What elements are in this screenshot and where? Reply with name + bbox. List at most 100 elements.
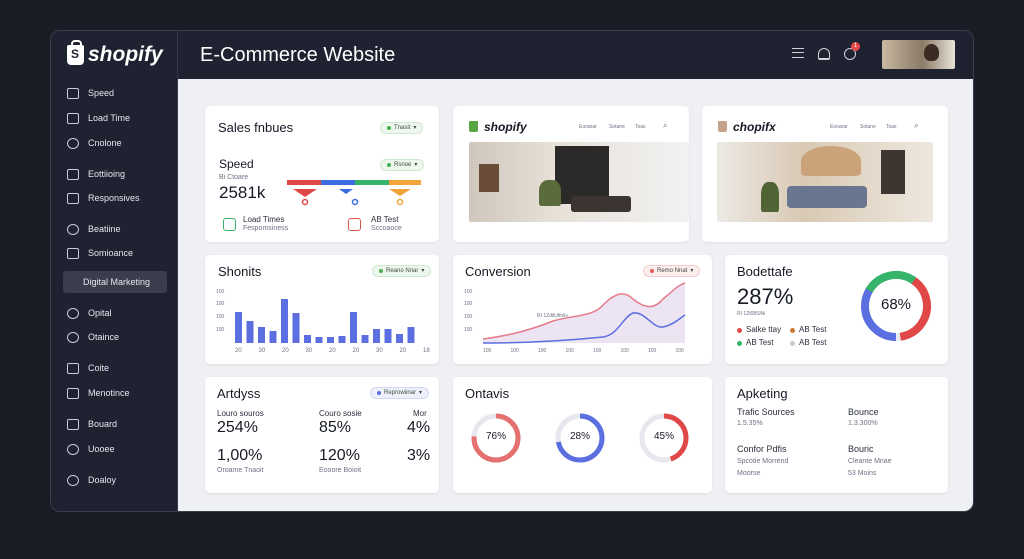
- artdyss-card: Artdyss Reprowiinar ▾ Louro souros Couro …: [205, 377, 439, 493]
- plant: [539, 180, 561, 206]
- ab-test-sub: Sccoaoce: [371, 225, 402, 232]
- sofa: [787, 186, 867, 208]
- sidebar-item-label: Bouard: [88, 419, 118, 429]
- x-tick: 100: [483, 348, 492, 354]
- grid-icon: [67, 192, 79, 204]
- sidebar-item-load-time[interactable]: Load Time: [67, 110, 130, 126]
- pill-label: Rsnoe: [394, 162, 412, 168]
- bodettafe-value: 287%: [737, 284, 794, 309]
- artdyss-filter-pill[interactable]: Reprowiinar ▾: [370, 387, 430, 399]
- sidebar-item-label: Coite: [88, 363, 110, 373]
- bar: [396, 334, 403, 343]
- legend-dot-gray: [790, 341, 795, 346]
- check-icon: [223, 218, 236, 231]
- sidebar-item-otaince[interactable]: Otaince: [67, 329, 119, 345]
- bodettafe-sub: RI 1Zt08SiNi: [737, 311, 766, 317]
- sidebar-item-uooee[interactable]: Uooee: [67, 441, 115, 457]
- x-tick: 20: [282, 348, 289, 354]
- shonits-filter-pill[interactable]: Reano Nnar ▾: [372, 265, 432, 277]
- y-tick: 100: [216, 301, 225, 307]
- sidebar-item-bouard[interactable]: Bouard: [67, 416, 117, 432]
- clock-icon: [67, 112, 79, 124]
- sidebar-item-label: Menotince: [88, 388, 130, 398]
- message-icon[interactable]: [844, 48, 856, 60]
- status-dot: [650, 269, 654, 273]
- target-icon: [67, 223, 79, 235]
- search-icon[interactable]: ⌕: [914, 121, 919, 130]
- chevron-down-icon: ▾: [690, 268, 694, 274]
- search-icon[interactable]: ⌕: [663, 121, 668, 130]
- sidebar-item-label: Digital Marketing: [83, 277, 151, 287]
- legend-label: AB Test: [799, 325, 827, 334]
- avatar[interactable]: [882, 40, 955, 69]
- plant: [761, 182, 779, 212]
- menu-icon[interactable]: [792, 48, 804, 58]
- stat-value: 120%: [319, 447, 360, 464]
- bar: [338, 336, 346, 343]
- bell-icon[interactable]: [818, 48, 830, 60]
- sidebar-item-menotince[interactable]: Menotince: [67, 385, 130, 401]
- living-room-photo: [469, 142, 689, 222]
- conversion-filter-pill[interactable]: Remo Nnat ▾: [643, 265, 701, 277]
- stat-label: Couro sosie: [319, 409, 362, 418]
- top-bar: E-Commerce Website 1: [178, 31, 973, 79]
- shop-brand: chopifx: [733, 120, 776, 134]
- speed-filter-pill[interactable]: Rsnoe ▾: [380, 159, 425, 171]
- circle-icon: [67, 137, 79, 149]
- traffic-sub: 1.5.35%: [737, 420, 763, 427]
- funnel-orange: [389, 189, 411, 196]
- chevron-down-icon: ▾: [414, 162, 418, 168]
- shop-nav-item[interactable]: Eooarar: [830, 124, 848, 130]
- ring-arc: [639, 413, 689, 463]
- x-tick: 100: [510, 348, 519, 354]
- sidebar-item-digital-marketing[interactable]: Digital Marketing: [63, 271, 167, 293]
- sidebar-item-label: Responsives: [88, 193, 140, 203]
- shop-nav-item[interactable]: Eooarar: [579, 124, 597, 130]
- marker-blue: [351, 198, 359, 206]
- x-tick: 20: [329, 348, 336, 354]
- bar-chart: [235, 299, 415, 343]
- y-tick: 100: [464, 301, 473, 307]
- card-title: Conversion: [465, 264, 531, 279]
- main-content: Sales fnbues Tnasit ▾ Speed Bi Ctoare 258…: [178, 79, 973, 511]
- status-dot: [387, 126, 391, 130]
- chevron-down-icon: ▾: [421, 268, 425, 274]
- shop-preview-card-1[interactable]: shopify Eooarar Sotane Toas ⌕: [453, 106, 689, 242]
- bar: [246, 321, 254, 343]
- y-tick: 100: [216, 314, 225, 320]
- sidebar-item-eottiioing[interactable]: Eottiioing: [67, 166, 125, 182]
- bar: [350, 312, 357, 343]
- x-tick: 20: [235, 348, 242, 354]
- y-tick: 100: [464, 289, 473, 295]
- x-tick: 30: [376, 348, 383, 354]
- sidebar-item-label: Opital: [88, 308, 112, 318]
- segment-bar: [287, 180, 421, 206]
- sidebar-item-cnolone[interactable]: Cnolone: [67, 135, 122, 151]
- x-tick: 18: [423, 348, 430, 354]
- stat-value: 3%: [407, 447, 431, 464]
- sidebar-item-opital[interactable]: Opital: [67, 305, 112, 321]
- sidebar-item-speed[interactable]: Speed: [67, 85, 114, 101]
- shop-nav-item[interactable]: Toas: [635, 124, 646, 130]
- page-title: E-Commerce Website: [200, 44, 396, 66]
- card-title: Sales fnbues: [218, 120, 294, 135]
- sidebar-item-coite[interactable]: Coite: [67, 360, 109, 376]
- sidebar-item-doaloy[interactable]: Doaloy: [67, 472, 116, 488]
- traffic-label: Trafic Sources: [737, 407, 795, 417]
- bounce-label: Bounce: [848, 407, 879, 417]
- x-tick: 100: [593, 348, 602, 354]
- sidebar-item-beatiine[interactable]: Beatiine: [67, 221, 121, 237]
- sidebar-item-somioance[interactable]: Somioance: [67, 245, 133, 261]
- shop-nav-item[interactable]: Sotane: [860, 124, 876, 130]
- sidebar-item-label: Doaloy: [88, 475, 117, 485]
- sidebar-item-responsives[interactable]: Responsives: [67, 190, 140, 206]
- pill-label: Reano Nnar: [386, 268, 419, 274]
- shop-nav-item[interactable]: Toas: [886, 124, 897, 130]
- shield-icon: [67, 307, 79, 319]
- sales-filter-pill[interactable]: Tnasit ▾: [380, 122, 424, 134]
- brand-logo[interactable]: shopify: [67, 40, 163, 67]
- card-title: Bodettafe: [737, 264, 793, 279]
- shop-nav-item[interactable]: Sotane: [609, 124, 625, 130]
- series-line-blue: [482, 312, 686, 344]
- shop-preview-card-2[interactable]: chopifx Eooarar Sotane Toas ⌕: [702, 106, 948, 242]
